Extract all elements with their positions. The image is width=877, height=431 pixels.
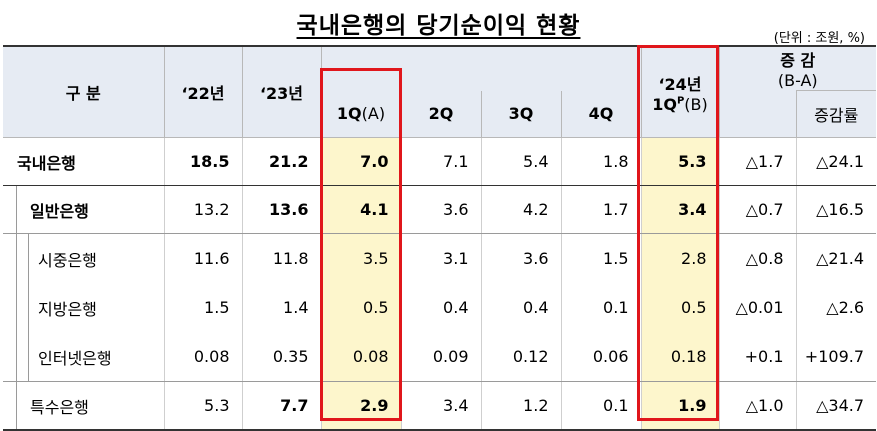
cell-2022: 0.08 xyxy=(164,332,243,382)
cell-2023: 13.6 xyxy=(242,185,322,234)
header-2024-quarter: 1Q xyxy=(652,94,677,114)
cell-q4: 0.1 xyxy=(561,283,642,332)
cell-q3: 0.12 xyxy=(481,332,562,382)
header-2023-q4: 4Q xyxy=(561,90,642,138)
cell-2024-q1: 5.3 xyxy=(641,137,720,186)
cell-diff: △0.7 xyxy=(719,185,797,234)
header-2024-q1: ‘24년 1QP(B) xyxy=(641,45,720,138)
header-change: 증 감 (B-A) xyxy=(719,45,877,91)
cell-q3: 5.4 xyxy=(481,137,562,186)
cell-diff: +0.1 xyxy=(719,332,797,382)
cell-2023: 0.35 xyxy=(242,332,322,382)
cell-q4: 0.06 xyxy=(561,332,642,382)
header-change-title: 증 감 xyxy=(780,51,816,70)
cell-2024-q1: 0.18 xyxy=(641,332,720,382)
cell-rate: △21.4 xyxy=(816,249,865,268)
row-label: 지방은행 xyxy=(3,283,165,332)
cell-rate: +109.7 xyxy=(796,332,877,382)
cell-q4: 1.7 xyxy=(561,185,642,234)
cell-2023: 1.4 xyxy=(242,283,322,332)
cell-q2: 3.6 xyxy=(401,185,482,234)
header-change-sub: (B-A) xyxy=(777,71,818,90)
cell-q3: 3.6 xyxy=(481,233,562,283)
cell-q1: 4.1 xyxy=(321,185,402,234)
table-row: 시중은행 11.6 11.8 3.5 3.1 3.6 1.5 2.8 △0.8 … xyxy=(3,233,876,283)
cell-2022: 13.2 xyxy=(164,185,243,234)
header-2024-year: ‘24년 xyxy=(658,74,702,94)
row-label: 일반은행 xyxy=(3,185,165,234)
header-2023: ‘23년 xyxy=(242,45,322,138)
table-row: 국내은행 18.5 21.2 7.0 7.1 5.4 1.8 5.3 △1.7 … xyxy=(3,137,877,186)
row-label: 시중은행 xyxy=(3,233,165,283)
cell-q2: 3.1 xyxy=(401,233,482,283)
page-title: 국내은행의 당기순이익 현황 xyxy=(296,13,581,39)
cell-q1: 0.08 xyxy=(321,332,402,382)
cell-diff: △1.7 xyxy=(719,137,797,186)
header-q1-label: 1Q xyxy=(336,104,362,124)
cell-q1: 7.0 xyxy=(321,137,402,186)
cell-q1: 3.5 xyxy=(321,233,402,283)
unit-label: (단위 : 조원, %) xyxy=(773,31,865,46)
cell-2023: 21.2 xyxy=(242,137,322,186)
cell-2024-q1: 2.8 xyxy=(641,233,720,283)
cell-rate: △2.6 xyxy=(826,298,865,317)
cell-2022: 1.5 xyxy=(164,283,243,332)
header-2023-q1: 1Q(A) xyxy=(321,90,402,138)
cell-diff: △0.01 xyxy=(719,283,797,332)
net-income-table: 구 분 ‘22년 ‘23년 ‘24년 1QP(B) 증 감 (B-A) 1Q(A… xyxy=(3,45,877,431)
header-2024-provisional: P xyxy=(676,95,685,107)
cell-q4: 1.5 xyxy=(561,233,642,283)
cell-2022: 18.5 xyxy=(164,137,243,186)
cell-rate: △24.1 xyxy=(796,137,877,186)
cell-q2: 0.09 xyxy=(401,332,482,382)
cell-q2: 0.4 xyxy=(401,283,482,332)
table-row: 일반은행 13.2 13.6 4.1 3.6 4.2 1.7 3.4 △0.7 … xyxy=(3,185,877,234)
header-2023-q2: 2Q xyxy=(401,90,482,138)
header-category: 구 분 xyxy=(3,45,165,138)
cell-2024-q1: 0.5 xyxy=(641,283,720,332)
row-label: 인터넷은행 xyxy=(3,332,165,382)
cell-q1: 0.5 xyxy=(321,283,402,332)
cell-q3: 0.4 xyxy=(481,283,562,332)
cell-diff: △0.8 xyxy=(719,233,797,283)
cell-2022: 11.6 xyxy=(164,233,243,283)
header-2022: ‘22년 xyxy=(164,45,243,138)
cell-rate: △16.5 xyxy=(796,185,877,234)
header-2024-suffix: (B) xyxy=(684,94,708,114)
row-label: 특수은행 xyxy=(3,381,165,431)
header-2023-q3: 3Q xyxy=(481,90,562,138)
header-q1-suffix: (A) xyxy=(361,104,386,124)
row-label: 국내은행 xyxy=(3,137,165,186)
header-change-rate: 증감률 xyxy=(796,90,877,138)
cell-2023: 11.8 xyxy=(242,233,322,283)
table-row: 지방은행 1.5 1.4 0.5 0.4 0.4 0.1 0.5 △0.01 △… xyxy=(3,283,876,332)
table-row: 인터넷은행 0.08 0.35 0.08 0.09 0.12 0.06 0.18… xyxy=(3,332,877,382)
cell-q4: 1.8 xyxy=(561,137,642,186)
cell-2024-q1: 3.4 xyxy=(641,185,720,234)
cell-q2: 7.1 xyxy=(401,137,482,186)
cell-q3: 4.2 xyxy=(481,185,562,234)
